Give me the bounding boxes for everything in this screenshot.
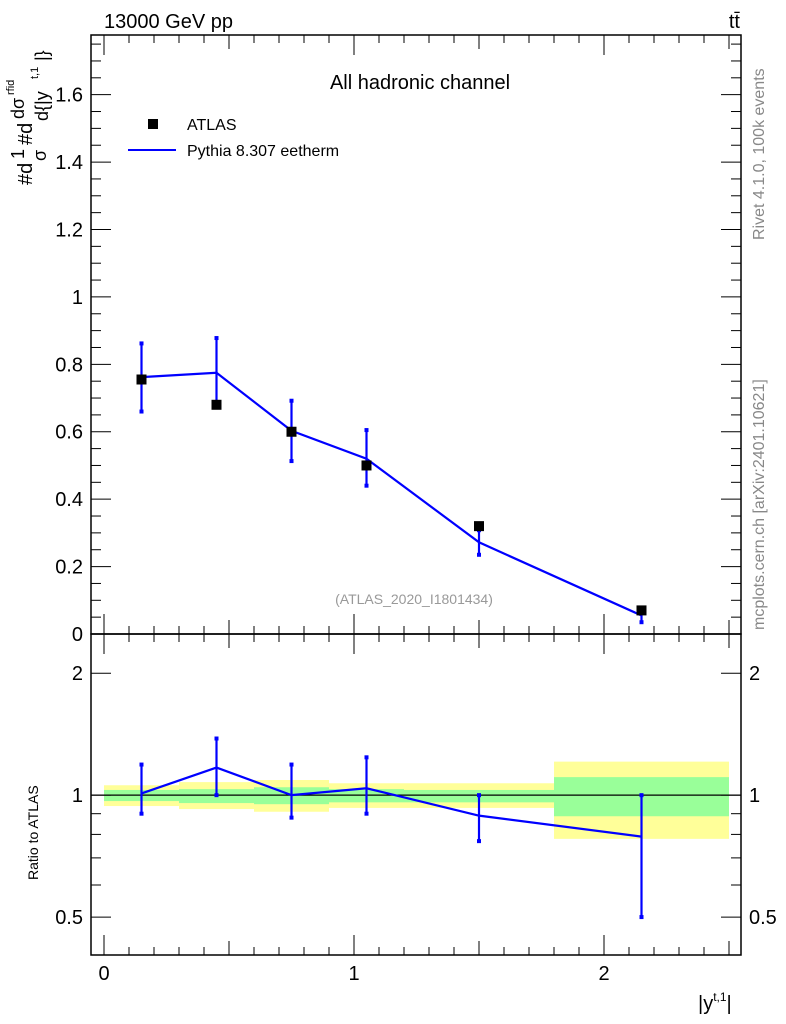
- ratio-y-tick-label-right: 0.5: [749, 907, 777, 929]
- ratio-error-cap: [289, 762, 294, 767]
- y-tick-label: 0.8: [55, 354, 83, 376]
- ratio-error-cap: [639, 793, 644, 798]
- legend-data-marker: [148, 119, 158, 129]
- mc-error-cap: [139, 341, 144, 346]
- ratio-error-cap: [289, 815, 294, 820]
- ratio-error-cap: [139, 762, 144, 767]
- mc-error-cap: [477, 552, 481, 557]
- ratio-error-cap: [639, 915, 644, 920]
- y-tick-label: 1.4: [55, 152, 83, 174]
- x-tick-label: 0: [98, 963, 109, 985]
- mc-line: [141, 371, 642, 617]
- legend-data-label: ATLAS: [187, 117, 237, 134]
- xlabel: |yt,1|: [698, 990, 732, 1015]
- x-tick-label: 2: [598, 963, 609, 985]
- ratio-y-tick-label: 0.5: [55, 907, 83, 929]
- analysis-label: (ATLAS_2020_I1801434): [335, 591, 493, 607]
- mc-error-cap: [364, 428, 369, 433]
- y-tick-label: 0: [72, 624, 83, 646]
- ratio-ylabel: Ratio to ATLAS: [25, 785, 41, 880]
- data-point: [136, 374, 147, 385]
- ratio-error-cap: [477, 793, 481, 798]
- y-tick-label: 0.6: [55, 422, 83, 444]
- svg-text:d{|y: d{|y: [32, 91, 52, 121]
- mc-error-cap: [214, 336, 219, 341]
- ratio-error-cap: [364, 755, 369, 760]
- mc-error-cap: [639, 620, 644, 625]
- process-label: tt̄: [729, 11, 741, 33]
- ratio-mc-line: [141, 766, 642, 838]
- svg-text:dσ: dσ: [8, 98, 28, 119]
- ratio-error-cap: [214, 736, 219, 741]
- mc-error-cap: [289, 459, 294, 464]
- svg-text:t,1: t,1: [29, 67, 41, 79]
- svg-text:#d: #d: [15, 163, 37, 185]
- data-point: [636, 605, 647, 616]
- y-tick-label: 0.2: [55, 557, 83, 579]
- ratio-error-cap: [139, 811, 144, 816]
- data-point: [286, 426, 297, 437]
- svg-text:1: 1: [8, 149, 28, 159]
- rivet-label: Rivet 4.1.0, 100k events: [751, 68, 768, 240]
- energy-label: 13000 GeV pp: [104, 11, 233, 33]
- mc-error-cap: [139, 409, 144, 414]
- y-tick-label: 1: [72, 287, 83, 309]
- data-point: [474, 521, 484, 532]
- y-tick-label: 1.6: [55, 85, 83, 107]
- ratio-error-cap: [364, 811, 369, 816]
- data-point: [211, 399, 222, 410]
- y-tick-label: 0.4: [55, 489, 83, 511]
- svg-text:σ: σ: [30, 150, 50, 161]
- svg-text:#d: #d: [15, 123, 37, 145]
- legend-mc-label: Pythia 8.307 eetherm: [187, 143, 339, 160]
- ratio-error-cap: [477, 839, 481, 844]
- ratio-y-tick-label: 2: [72, 663, 83, 685]
- mc-error-cap: [364, 483, 369, 488]
- y-tick-label: 1.2: [55, 219, 83, 241]
- ratio-error-cap: [214, 793, 219, 798]
- svg-text:rfid: rfid: [5, 80, 17, 95]
- chart-title: All hadronic channel: [330, 72, 510, 94]
- source-label: mcplots.cern.ch [arXiv:2401.10621]: [751, 379, 768, 630]
- ratio-frame: [90, 633, 742, 956]
- main-ylabel: #d 1 σ #d dσ rfid d{|y t,1 |}: [5, 50, 52, 185]
- mc-error-cap: [289, 398, 294, 403]
- ratio-y-tick-label-right: 2: [749, 663, 760, 685]
- data-point: [361, 460, 372, 471]
- x-tick-label: 1: [348, 963, 359, 985]
- ratio-y-tick-label: 1: [72, 785, 83, 807]
- ratio-y-tick-label-right: 1: [749, 785, 760, 807]
- svg-text:|}: |}: [32, 50, 52, 61]
